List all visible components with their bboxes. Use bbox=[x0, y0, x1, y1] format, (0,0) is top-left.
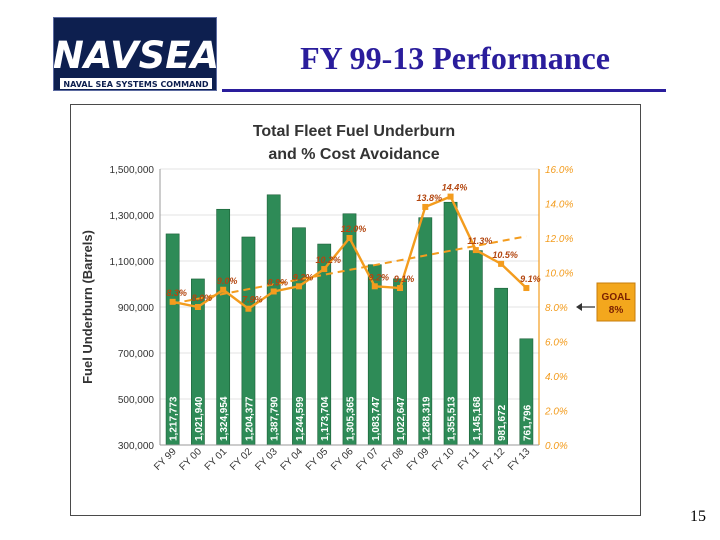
category-label: FY 02 bbox=[228, 446, 255, 473]
left-tick-label: 1,500,000 bbox=[110, 165, 155, 176]
goal-value: 8% bbox=[609, 305, 624, 316]
bar-value-label: 1,355,513 bbox=[447, 396, 458, 441]
category-label: FY 03 bbox=[253, 446, 280, 473]
bar-value-label: 1,173,704 bbox=[320, 396, 331, 441]
line-marker bbox=[422, 203, 429, 210]
percent-label: 8.3% bbox=[166, 288, 187, 298]
goal-label: GOAL bbox=[602, 292, 631, 303]
bar-value-label: 1,288,319 bbox=[421, 396, 432, 441]
right-tick-label: 16.0% bbox=[545, 165, 573, 176]
line-marker bbox=[220, 286, 227, 293]
chart-title-line1: Total Fleet Fuel Underburn bbox=[253, 123, 455, 140]
category-label: FY 05 bbox=[304, 446, 331, 473]
category-label: FY 09 bbox=[405, 446, 432, 473]
category-label: FY 11 bbox=[456, 446, 482, 472]
percent-label: 8.0% bbox=[192, 293, 213, 303]
line-marker bbox=[472, 247, 479, 254]
chart-title-line2: and % Cost Avoidance bbox=[268, 146, 439, 163]
percent-label: 12.0% bbox=[341, 224, 367, 234]
percent-label: 9.0% bbox=[217, 276, 238, 286]
left-tick-label: 500,000 bbox=[118, 395, 155, 406]
goal-box bbox=[596, 282, 636, 322]
percent-label: 10.5% bbox=[492, 250, 518, 260]
line-marker bbox=[346, 235, 353, 241]
line-marker bbox=[523, 285, 530, 292]
percent-label: 10.2% bbox=[315, 255, 341, 265]
bar-value-label: 1,083,747 bbox=[371, 396, 382, 441]
category-label: FY 01 bbox=[203, 446, 230, 473]
bar-value-label: 1,217,773 bbox=[169, 396, 180, 441]
category-label: FY 13 bbox=[506, 446, 533, 473]
line-marker bbox=[447, 193, 454, 200]
left-tick-label: 900,000 bbox=[118, 303, 155, 314]
line-marker bbox=[169, 298, 176, 305]
percent-label: 8.9% bbox=[267, 277, 288, 287]
y-axis-title: Fuel Underburn (Barrels) bbox=[80, 230, 95, 384]
bar-value-label: 761,796 bbox=[522, 404, 533, 441]
category-label: FY 08 bbox=[380, 446, 407, 473]
title-underline bbox=[222, 89, 666, 92]
category-label: FY 99 bbox=[152, 446, 179, 473]
bar-value-label: 1,324,954 bbox=[219, 396, 230, 441]
percent-label: 9.1% bbox=[394, 274, 415, 284]
right-tick-label: 10.0% bbox=[545, 269, 573, 280]
line-marker bbox=[397, 285, 404, 292]
percent-label: 13.8% bbox=[417, 193, 443, 203]
left-tick-label: 1,100,000 bbox=[110, 257, 155, 268]
page-number: 15 bbox=[690, 508, 706, 525]
trendline bbox=[172, 235, 527, 305]
category-label: FY 06 bbox=[329, 446, 356, 473]
bar-value-label: 1,021,940 bbox=[194, 396, 205, 441]
goal-arrowhead bbox=[576, 303, 582, 311]
line-marker bbox=[295, 283, 302, 290]
right-tick-label: 0.0% bbox=[545, 441, 568, 452]
line-marker bbox=[194, 304, 201, 310]
right-tick-label: 8.0% bbox=[545, 303, 568, 314]
percent-label: 9.1% bbox=[520, 274, 541, 284]
bar-value-label: 981,672 bbox=[497, 404, 508, 441]
right-tick-label: 14.0% bbox=[545, 200, 573, 211]
bar-value-label: 1,305,365 bbox=[346, 396, 357, 441]
percent-label: 9.2% bbox=[293, 272, 314, 282]
line-marker bbox=[270, 288, 277, 295]
category-label: FY 10 bbox=[430, 446, 457, 473]
bar-value-label: 1,204,377 bbox=[244, 396, 255, 441]
line-marker bbox=[498, 260, 505, 267]
percent-label: 7.9% bbox=[242, 295, 263, 305]
logo-wordmark: NAVSEA bbox=[54, 34, 218, 77]
category-label: FY 04 bbox=[279, 446, 306, 473]
bar-value-label: 1,244,599 bbox=[295, 396, 306, 441]
navsea-logo: NAVSEA NAVAL SEA SYSTEMS COMMAND bbox=[53, 17, 218, 91]
fuel-underburn-chart: Total Fleet Fuel Underburn and % Cost Av… bbox=[80, 123, 636, 473]
category-label: FY 07 bbox=[354, 446, 381, 473]
percent-label: 14.4% bbox=[442, 183, 468, 193]
left-tick-label: 700,000 bbox=[118, 349, 155, 360]
line-marker bbox=[321, 266, 328, 273]
percent-label: 9.2% bbox=[369, 272, 390, 282]
bar-value-label: 1,022,647 bbox=[396, 396, 407, 441]
right-tick-label: 2.0% bbox=[544, 407, 568, 418]
percent-label: 11.3% bbox=[467, 236, 492, 246]
bar-value-label: 1,387,790 bbox=[270, 396, 281, 441]
right-tick-label: 6.0% bbox=[545, 338, 568, 349]
right-tick-label: 4.0% bbox=[545, 372, 568, 383]
slide-title: FY 99-13 Performance bbox=[300, 40, 610, 76]
line-marker bbox=[371, 283, 378, 290]
category-label: FY 12 bbox=[481, 446, 508, 473]
left-tick-label: 300,000 bbox=[118, 441, 155, 452]
logo-tagline: NAVAL SEA SYSTEMS COMMAND bbox=[63, 80, 208, 89]
bar-value-label: 1,145,168 bbox=[472, 396, 483, 441]
category-label: FY 00 bbox=[178, 446, 205, 473]
right-tick-label: 12.0% bbox=[545, 234, 573, 245]
line-marker bbox=[245, 305, 252, 312]
left-tick-label: 1,300,000 bbox=[110, 211, 155, 222]
